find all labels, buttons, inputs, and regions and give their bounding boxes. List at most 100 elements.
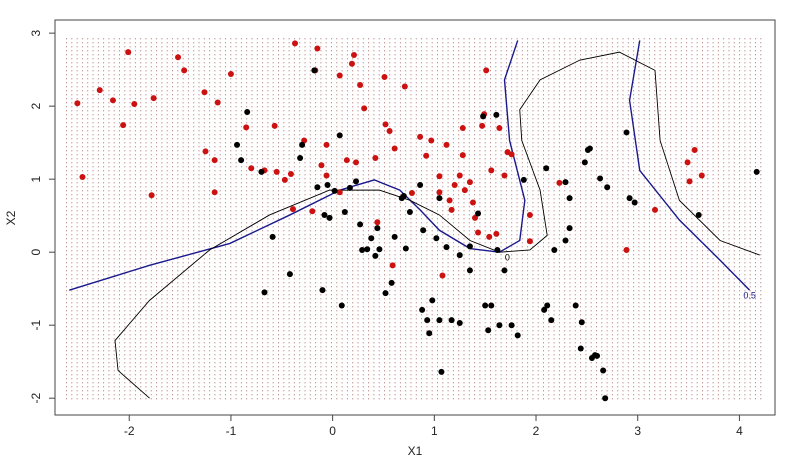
data-point	[461, 187, 468, 194]
data-point	[382, 290, 389, 297]
data-point	[202, 148, 209, 155]
data-point	[623, 129, 630, 136]
data-point	[311, 67, 318, 74]
data-point	[556, 179, 563, 186]
data-point	[382, 121, 389, 128]
data-point	[493, 230, 500, 237]
data-point	[698, 172, 705, 179]
data-point	[448, 206, 455, 213]
data-point	[501, 172, 508, 179]
data-point	[475, 229, 482, 236]
y-tick-label: 1	[29, 176, 43, 183]
data-point	[326, 214, 333, 221]
x-tick-label: 4	[736, 424, 743, 438]
data-point	[604, 184, 611, 191]
data-point	[336, 189, 343, 196]
contour-label: 0	[505, 253, 510, 263]
data-point	[562, 237, 569, 244]
data-point	[459, 125, 466, 132]
data-point	[364, 246, 371, 253]
data-point	[419, 306, 426, 313]
data-point	[451, 182, 458, 189]
data-point	[446, 197, 453, 204]
data-point	[287, 171, 294, 178]
data-point	[572, 302, 579, 309]
data-point	[496, 322, 503, 329]
data-point	[324, 182, 331, 189]
data-point	[248, 165, 255, 172]
data-point	[485, 327, 492, 334]
data-point	[214, 99, 221, 106]
y-tick-label: 3	[29, 29, 43, 36]
data-point	[175, 54, 182, 61]
data-point	[389, 262, 396, 269]
data-point	[368, 235, 375, 242]
data-point	[350, 52, 357, 59]
data-point	[520, 176, 527, 183]
data-point	[372, 252, 379, 259]
data-point	[514, 332, 521, 339]
data-point	[391, 233, 398, 240]
data-point	[602, 395, 609, 402]
data-point	[466, 243, 473, 250]
data-point	[321, 211, 328, 218]
data-point	[548, 317, 555, 324]
x-tick-label: -1	[226, 424, 237, 438]
data-point	[120, 122, 127, 129]
data-point	[323, 141, 330, 148]
data-point	[493, 111, 500, 118]
data-point	[348, 60, 355, 67]
data-point	[494, 246, 501, 253]
data-point	[436, 195, 443, 202]
data-point	[150, 95, 157, 102]
data-point	[417, 133, 424, 140]
data-point	[581, 159, 588, 166]
data-point	[359, 246, 366, 253]
data-point	[211, 189, 218, 196]
data-point	[299, 141, 306, 148]
data-point	[243, 124, 250, 131]
data-point	[600, 367, 607, 374]
y-tick-label: -1	[29, 320, 43, 331]
data-point	[436, 189, 443, 196]
data-point	[331, 187, 338, 194]
data-point	[597, 175, 604, 182]
data-point	[424, 317, 431, 324]
y-tick-label: -2	[29, 393, 43, 404]
data-point	[488, 167, 495, 174]
data-point	[318, 162, 325, 169]
data-point	[401, 83, 408, 90]
data-point	[374, 219, 381, 226]
data-point	[234, 141, 241, 148]
data-point	[381, 73, 388, 80]
data-point	[420, 227, 427, 234]
data-point	[292, 40, 298, 47]
data-point	[314, 184, 321, 191]
data-point	[501, 267, 508, 274]
data-point	[323, 172, 330, 179]
data-point	[261, 289, 268, 296]
data-point	[456, 252, 463, 259]
data-point	[271, 122, 278, 129]
data-point	[336, 72, 343, 79]
data-point	[543, 165, 550, 172]
data-point	[551, 246, 558, 253]
x-tick-label: 1	[431, 424, 438, 438]
data-point	[74, 100, 81, 107]
data-point	[488, 302, 495, 309]
data-point	[566, 195, 573, 202]
data-point	[480, 113, 487, 120]
data-point	[388, 279, 395, 286]
data-point	[508, 322, 515, 329]
data-point	[181, 67, 188, 74]
data-point	[631, 199, 638, 206]
data-point	[297, 154, 304, 161]
data-point	[456, 320, 463, 327]
y-tick-label: 2	[29, 102, 43, 109]
data-point	[482, 302, 489, 309]
x-tick-label: 2	[533, 424, 540, 438]
data-point	[319, 287, 326, 294]
data-point	[125, 49, 132, 56]
data-point	[423, 152, 430, 159]
